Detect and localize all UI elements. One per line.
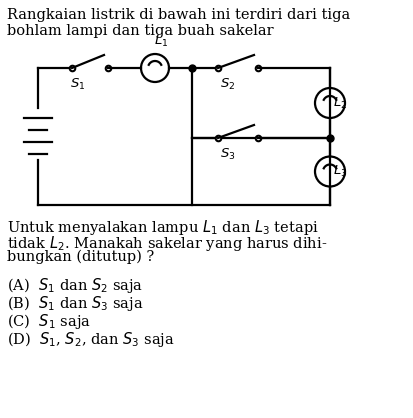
Text: $S_3$: $S_3$ <box>220 147 236 162</box>
Text: $L_1$: $L_1$ <box>154 34 169 49</box>
Text: $S_2$: $S_2$ <box>221 77 236 92</box>
Text: bohlam lampi dan tiga buah sakelar: bohlam lampi dan tiga buah sakelar <box>7 24 274 38</box>
Text: tidak $L_2$. Manakah sakelar yang harus dihi-: tidak $L_2$. Manakah sakelar yang harus … <box>7 234 328 253</box>
Text: $S_1$: $S_1$ <box>70 77 86 92</box>
Text: Untuk menyalakan lampu $L_1$ dan $L_3$ tetapi: Untuk menyalakan lampu $L_1$ dan $L_3$ t… <box>7 218 319 237</box>
Text: $L_3$: $L_3$ <box>333 164 347 179</box>
Text: bungkan (ditutup) ?: bungkan (ditutup) ? <box>7 250 154 265</box>
Text: (D)  $S_1$, $S_2$, dan $S_3$ saja: (D) $S_1$, $S_2$, dan $S_3$ saja <box>7 330 175 349</box>
Text: Rangkaian listrik di bawah ini terdiri dari tiga: Rangkaian listrik di bawah ini terdiri d… <box>7 8 350 22</box>
Text: (A)  $S_1$ dan $S_2$ saja: (A) $S_1$ dan $S_2$ saja <box>7 276 143 295</box>
Text: $L_2$: $L_2$ <box>333 95 347 110</box>
Text: (B)  $S_1$ dan $S_3$ saja: (B) $S_1$ dan $S_3$ saja <box>7 294 143 313</box>
Text: (C)  $S_1$ saja: (C) $S_1$ saja <box>7 312 91 331</box>
